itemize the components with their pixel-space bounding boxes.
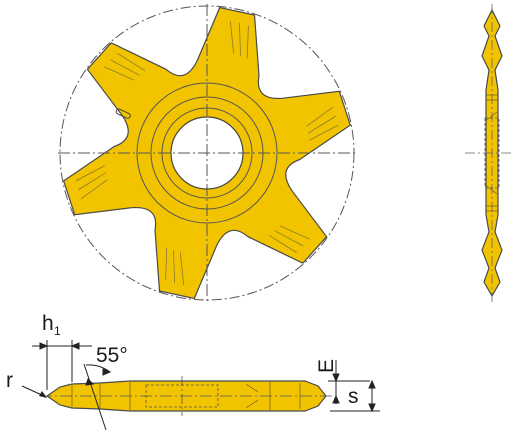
tooth-hatch-line bbox=[165, 247, 168, 281]
tooth-hatch-line bbox=[306, 106, 334, 127]
side-detail-lines bbox=[486, 94, 498, 212]
label-s: s bbox=[348, 385, 359, 408]
tooth-hatch-line bbox=[179, 252, 185, 286]
side-bore-hidden bbox=[484, 117, 500, 189]
dim-r-arrow bbox=[39, 391, 47, 398]
label-angle: 55° bbox=[96, 344, 128, 367]
tooth-hatch-line bbox=[246, 25, 249, 59]
dim-E bbox=[328, 360, 370, 404]
tooth-hatch-line bbox=[173, 250, 175, 284]
tooth-hatch-line bbox=[307, 115, 337, 134]
bottom-view: h 1 55° r E s bbox=[6, 312, 380, 431]
tooth-hatch-line bbox=[268, 234, 297, 253]
bottom-bore-hidden bbox=[145, 384, 219, 408]
tooth-hatch-line bbox=[229, 20, 235, 54]
tooth-hatch-line bbox=[279, 225, 310, 240]
tooth-hatch-line bbox=[274, 230, 304, 247]
insert-ring-outer bbox=[136, 82, 278, 224]
dim-s bbox=[330, 379, 380, 413]
label-h-subscript: 1 bbox=[54, 324, 61, 338]
tooth-hatch-line bbox=[110, 59, 140, 76]
side-view bbox=[465, 4, 514, 302]
tooth-hatch-line bbox=[309, 124, 339, 141]
label-E: E bbox=[315, 359, 338, 373]
tooth-hatch-line bbox=[104, 66, 135, 81]
tooth-hatch-line bbox=[75, 165, 105, 182]
tooth-hatch-line bbox=[77, 172, 107, 191]
dim-h1 bbox=[32, 340, 92, 390]
bottom-detail-lines bbox=[71, 382, 301, 410]
tooth-hatch-line bbox=[239, 22, 241, 56]
marking-slot bbox=[115, 108, 131, 119]
dim-angle bbox=[83, 363, 112, 431]
tooth-hatch-line bbox=[117, 53, 146, 72]
label-r: r bbox=[6, 369, 13, 392]
tooth-hatching bbox=[75, 20, 339, 286]
tooth-hatch-line bbox=[80, 179, 108, 200]
label-h: h bbox=[42, 312, 54, 335]
front-view bbox=[58, 4, 356, 302]
